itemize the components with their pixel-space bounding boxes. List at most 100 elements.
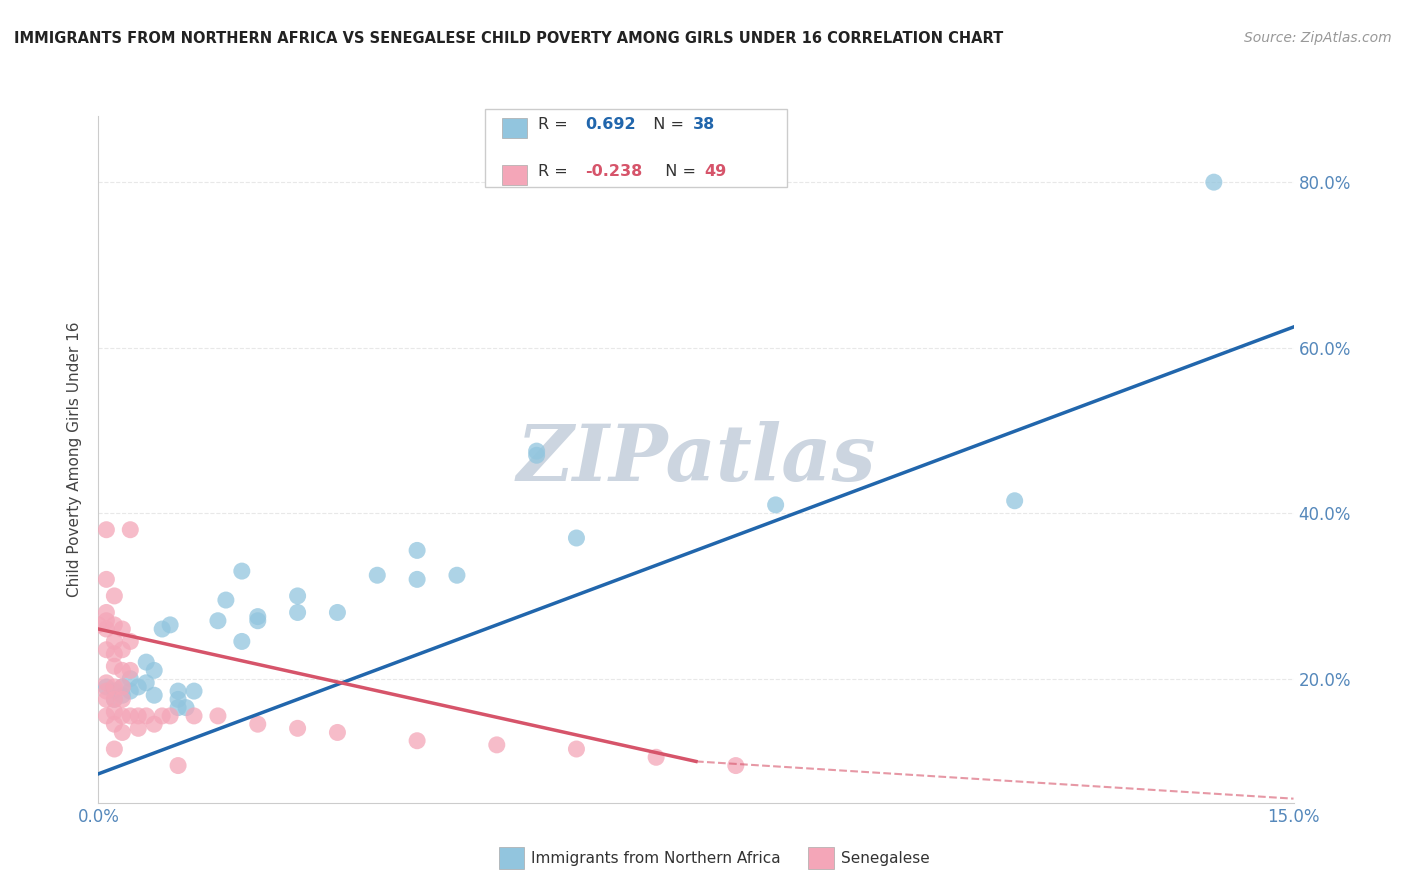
Point — [167, 684, 190, 698]
Point — [231, 634, 253, 648]
Point — [96, 675, 118, 690]
Point — [103, 680, 125, 694]
Point — [111, 725, 134, 739]
Point — [127, 722, 149, 736]
Point — [103, 618, 125, 632]
Point — [135, 709, 157, 723]
Point — [167, 758, 190, 772]
Point — [96, 684, 118, 698]
Point — [103, 659, 125, 673]
Point — [111, 709, 134, 723]
Point — [96, 606, 118, 620]
Point — [326, 606, 349, 620]
Point — [120, 709, 142, 723]
Text: -0.238: -0.238 — [585, 164, 643, 178]
Point — [565, 742, 588, 756]
Point — [207, 614, 229, 628]
Point — [1004, 493, 1026, 508]
Point — [526, 444, 548, 458]
Text: 49: 49 — [704, 164, 727, 178]
Point — [485, 738, 508, 752]
Point — [287, 589, 309, 603]
Point — [246, 609, 269, 624]
Y-axis label: Child Poverty Among Girls Under 16: Child Poverty Among Girls Under 16 — [67, 322, 83, 597]
Point — [96, 573, 118, 587]
Point — [765, 498, 787, 512]
Text: Senegalese: Senegalese — [841, 851, 929, 865]
Point — [167, 700, 190, 714]
Point — [159, 618, 181, 632]
Point — [231, 564, 253, 578]
Point — [174, 700, 197, 714]
Point — [526, 448, 548, 462]
Point — [103, 717, 125, 731]
Point — [103, 647, 125, 661]
Point — [406, 733, 429, 747]
Point — [127, 709, 149, 723]
Text: Source: ZipAtlas.com: Source: ZipAtlas.com — [1244, 31, 1392, 45]
Point — [246, 614, 269, 628]
Point — [111, 664, 134, 678]
Point — [406, 543, 429, 558]
Text: ZIPatlas: ZIPatlas — [516, 421, 876, 498]
Point — [96, 709, 118, 723]
Text: 0.692: 0.692 — [585, 118, 636, 132]
Text: Immigrants from Northern Africa: Immigrants from Northern Africa — [531, 851, 782, 865]
Point — [287, 606, 309, 620]
Point — [326, 725, 349, 739]
Point — [645, 750, 668, 764]
Text: IMMIGRANTS FROM NORTHERN AFRICA VS SENEGALESE CHILD POVERTY AMONG GIRLS UNDER 16: IMMIGRANTS FROM NORTHERN AFRICA VS SENEG… — [14, 31, 1004, 46]
Point — [96, 642, 118, 657]
Point — [183, 684, 205, 698]
Point — [111, 680, 134, 694]
Point — [103, 634, 125, 648]
Point — [103, 742, 125, 756]
Point — [143, 717, 166, 731]
Point — [167, 692, 190, 706]
Point — [96, 523, 118, 537]
Point — [159, 709, 181, 723]
Point — [143, 688, 166, 702]
Point — [111, 642, 134, 657]
Point — [150, 709, 173, 723]
Point — [150, 622, 173, 636]
Point — [103, 692, 125, 706]
Point — [127, 680, 149, 694]
Point — [1202, 175, 1225, 189]
Point — [215, 593, 238, 607]
Point — [111, 680, 134, 694]
Text: 38: 38 — [693, 118, 716, 132]
Point — [446, 568, 468, 582]
Point — [565, 531, 588, 545]
Point — [207, 709, 229, 723]
Point — [120, 672, 142, 686]
Point — [111, 622, 134, 636]
Point — [120, 664, 142, 678]
Point — [96, 614, 118, 628]
Point — [103, 589, 125, 603]
Point — [96, 680, 118, 694]
Text: N =: N = — [655, 164, 702, 178]
Point — [103, 684, 125, 698]
Point — [111, 692, 134, 706]
Point — [96, 692, 118, 706]
Point — [103, 692, 125, 706]
Point — [111, 688, 134, 702]
Text: R =: R = — [538, 164, 574, 178]
Point — [366, 568, 388, 582]
Point — [135, 655, 157, 669]
Point — [87, 618, 110, 632]
Point — [183, 709, 205, 723]
Point — [120, 684, 142, 698]
Point — [287, 722, 309, 736]
Point — [120, 523, 142, 537]
Point — [406, 573, 429, 587]
Text: N =: N = — [643, 118, 689, 132]
Point — [135, 675, 157, 690]
Point — [96, 622, 118, 636]
Point — [143, 664, 166, 678]
Text: R =: R = — [538, 118, 574, 132]
Point — [246, 717, 269, 731]
Point — [120, 634, 142, 648]
Point — [103, 705, 125, 719]
